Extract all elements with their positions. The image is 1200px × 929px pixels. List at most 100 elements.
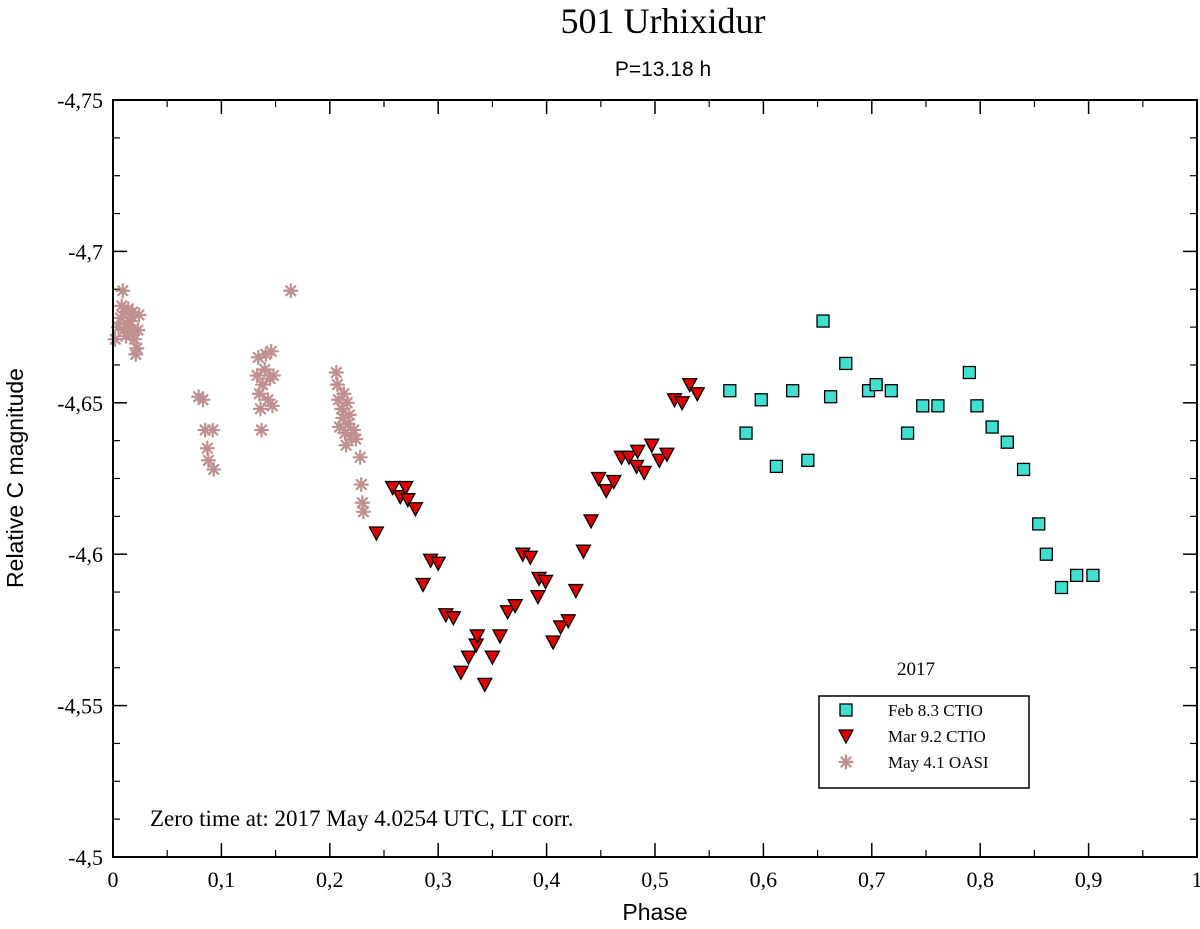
point-feb-8-3-ctio: [739, 426, 753, 440]
point-mar-9-2-ctio: [681, 377, 698, 394]
x-tick-label: 0,9: [1075, 867, 1103, 892]
y-tick-label: -4,55: [57, 694, 103, 719]
point-mar-9-2-ctio: [537, 574, 554, 590]
point-feb-8-3-ctio: [823, 390, 838, 404]
point-may-4-1-oasi: [346, 422, 362, 438]
point-may-4-1-oasi: [328, 364, 344, 381]
point-feb-8-3-ctio: [839, 356, 853, 371]
point-feb-8-3-ctio: [1039, 547, 1053, 561]
point-mar-9-2-ctio: [582, 514, 600, 530]
point-mar-9-2-ctio: [368, 526, 385, 542]
point-mar-9-2-ctio: [636, 465, 653, 481]
point-mar-9-2-ctio: [499, 605, 516, 621]
legend: Feb 8.3 CTIO Mar 9.2 CTIO May 4.1 OASI: [818, 695, 1030, 789]
point-feb-8-3-ctio: [900, 426, 915, 440]
data-points: [107, 283, 1100, 693]
point-may-4-1-oasi: [355, 504, 372, 520]
point-mar-9-2-ctio: [560, 614, 577, 630]
point-may-4-1-oasi: [264, 398, 280, 414]
point-mar-9-2-ctio: [605, 474, 622, 490]
y-tick-label: -4,5: [68, 845, 103, 870]
point-may-4-1-oasi: [329, 377, 345, 393]
point-may-4-1-oasi: [195, 392, 211, 408]
point-may-4-1-oasi: [252, 401, 269, 417]
point-feb-8-3-ctio: [985, 420, 999, 434]
point-may-4-1-oasi: [339, 395, 355, 411]
point-mar-9-2-ctio: [590, 471, 607, 487]
point-mar-9-2-ctio: [460, 650, 477, 666]
point-feb-8-3-ctio: [1070, 568, 1084, 583]
point-feb-8-3-ctio: [1086, 568, 1100, 583]
zero-time-annotation: Zero time at: 2017 May 4.0254 UTC, LT co…: [150, 806, 574, 831]
point-mar-9-2-ctio: [452, 665, 470, 681]
x-tick-label: 0,2: [316, 867, 344, 892]
point-feb-8-3-ctio: [869, 377, 883, 392]
x-tick-label: 0: [108, 867, 119, 892]
x-tick-label: 0,8: [966, 867, 994, 892]
point-mar-9-2-ctio: [598, 483, 615, 499]
point-mar-9-2-ctio: [552, 620, 569, 636]
point-mar-9-2-ctio: [491, 629, 509, 645]
point-mar-9-2-ctio: [399, 493, 416, 509]
x-tick-label: 0,6: [750, 867, 778, 892]
legend-box: [818, 695, 1030, 789]
x-tick-label: 0,7: [858, 867, 886, 892]
y-tick-labels: -4,75 -4,7 -4,65 -4,6 -4,55 -4,5: [57, 88, 103, 870]
point-feb-8-3-ctio: [769, 459, 784, 474]
point-mar-9-2-ctio: [575, 544, 592, 560]
point-mar-9-2-ctio: [522, 550, 539, 566]
x-tick-label: 1: [1192, 867, 1200, 892]
point-mar-9-2-ctio: [469, 629, 486, 645]
point-mar-9-2-ctio: [529, 589, 547, 605]
point-may-4-1-oasi: [352, 449, 368, 465]
point-may-4-1-oasi: [283, 283, 299, 299]
y-tick-label: -4,7: [68, 239, 103, 264]
legend-marker: [838, 754, 854, 770]
point-may-4-1-oasi: [253, 422, 270, 438]
point-mar-9-2-ctio: [445, 611, 462, 627]
y-axis-label: Relative C magnitude: [2, 368, 28, 588]
point-mar-9-2-ctio: [651, 453, 668, 469]
point-mar-9-2-ctio: [545, 635, 562, 651]
x-axis-label: Phase: [622, 899, 687, 925]
point-feb-8-3-ctio: [1016, 462, 1031, 477]
point-mar-9-2-ctio: [414, 577, 432, 593]
point-mar-9-2-ctio: [674, 396, 691, 412]
point-may-4-1-oasi: [205, 422, 221, 438]
point-feb-8-3-ctio: [786, 384, 800, 398]
x-tick-label: 0,3: [424, 867, 452, 892]
point-mar-9-2-ctio: [629, 444, 646, 460]
point-may-4-1-oasi: [131, 307, 147, 323]
point-mar-9-2-ctio: [620, 450, 638, 466]
point-mar-9-2-ctio: [430, 556, 447, 572]
legend-label: May 4.1 OASI: [888, 753, 989, 772]
point-feb-8-3-ctio: [816, 314, 830, 328]
point-mar-9-2-ctio: [567, 583, 584, 599]
legend-marker: [837, 729, 855, 745]
point-mar-9-2-ctio: [484, 650, 501, 666]
y-tick-label: -4,65: [57, 391, 103, 416]
legend-label: Mar 9.2 CTIO: [888, 727, 986, 746]
chart-title: 501 Urhixidur: [561, 1, 766, 41]
point-feb-8-3-ctio: [970, 399, 984, 413]
plot-frame: [112, 99, 1198, 858]
legend-title: 2017: [897, 659, 935, 680]
point-feb-8-3-ctio: [801, 453, 815, 467]
point-mar-9-2-ctio: [476, 677, 493, 693]
x-tick-label: 0,4: [533, 867, 561, 892]
point-may-4-1-oasi: [348, 431, 364, 447]
point-feb-8-3-ctio: [931, 399, 945, 413]
point-may-4-1-oasi: [263, 343, 279, 359]
axis-ticks: [112, 99, 1198, 858]
point-mar-9-2-ctio: [658, 447, 676, 463]
point-feb-8-3-ctio: [1000, 435, 1014, 449]
point-feb-8-3-ctio: [1032, 517, 1046, 531]
point-may-4-1-oasi: [115, 283, 131, 299]
legend-marker: [839, 703, 853, 717]
point-may-4-1-oasi: [353, 476, 369, 493]
point-may-4-1-oasi: [130, 322, 146, 338]
chart-subtitle: P=13.18 h: [615, 58, 711, 81]
point-may-4-1-oasi: [129, 340, 145, 356]
point-mar-9-2-ctio: [384, 480, 401, 496]
